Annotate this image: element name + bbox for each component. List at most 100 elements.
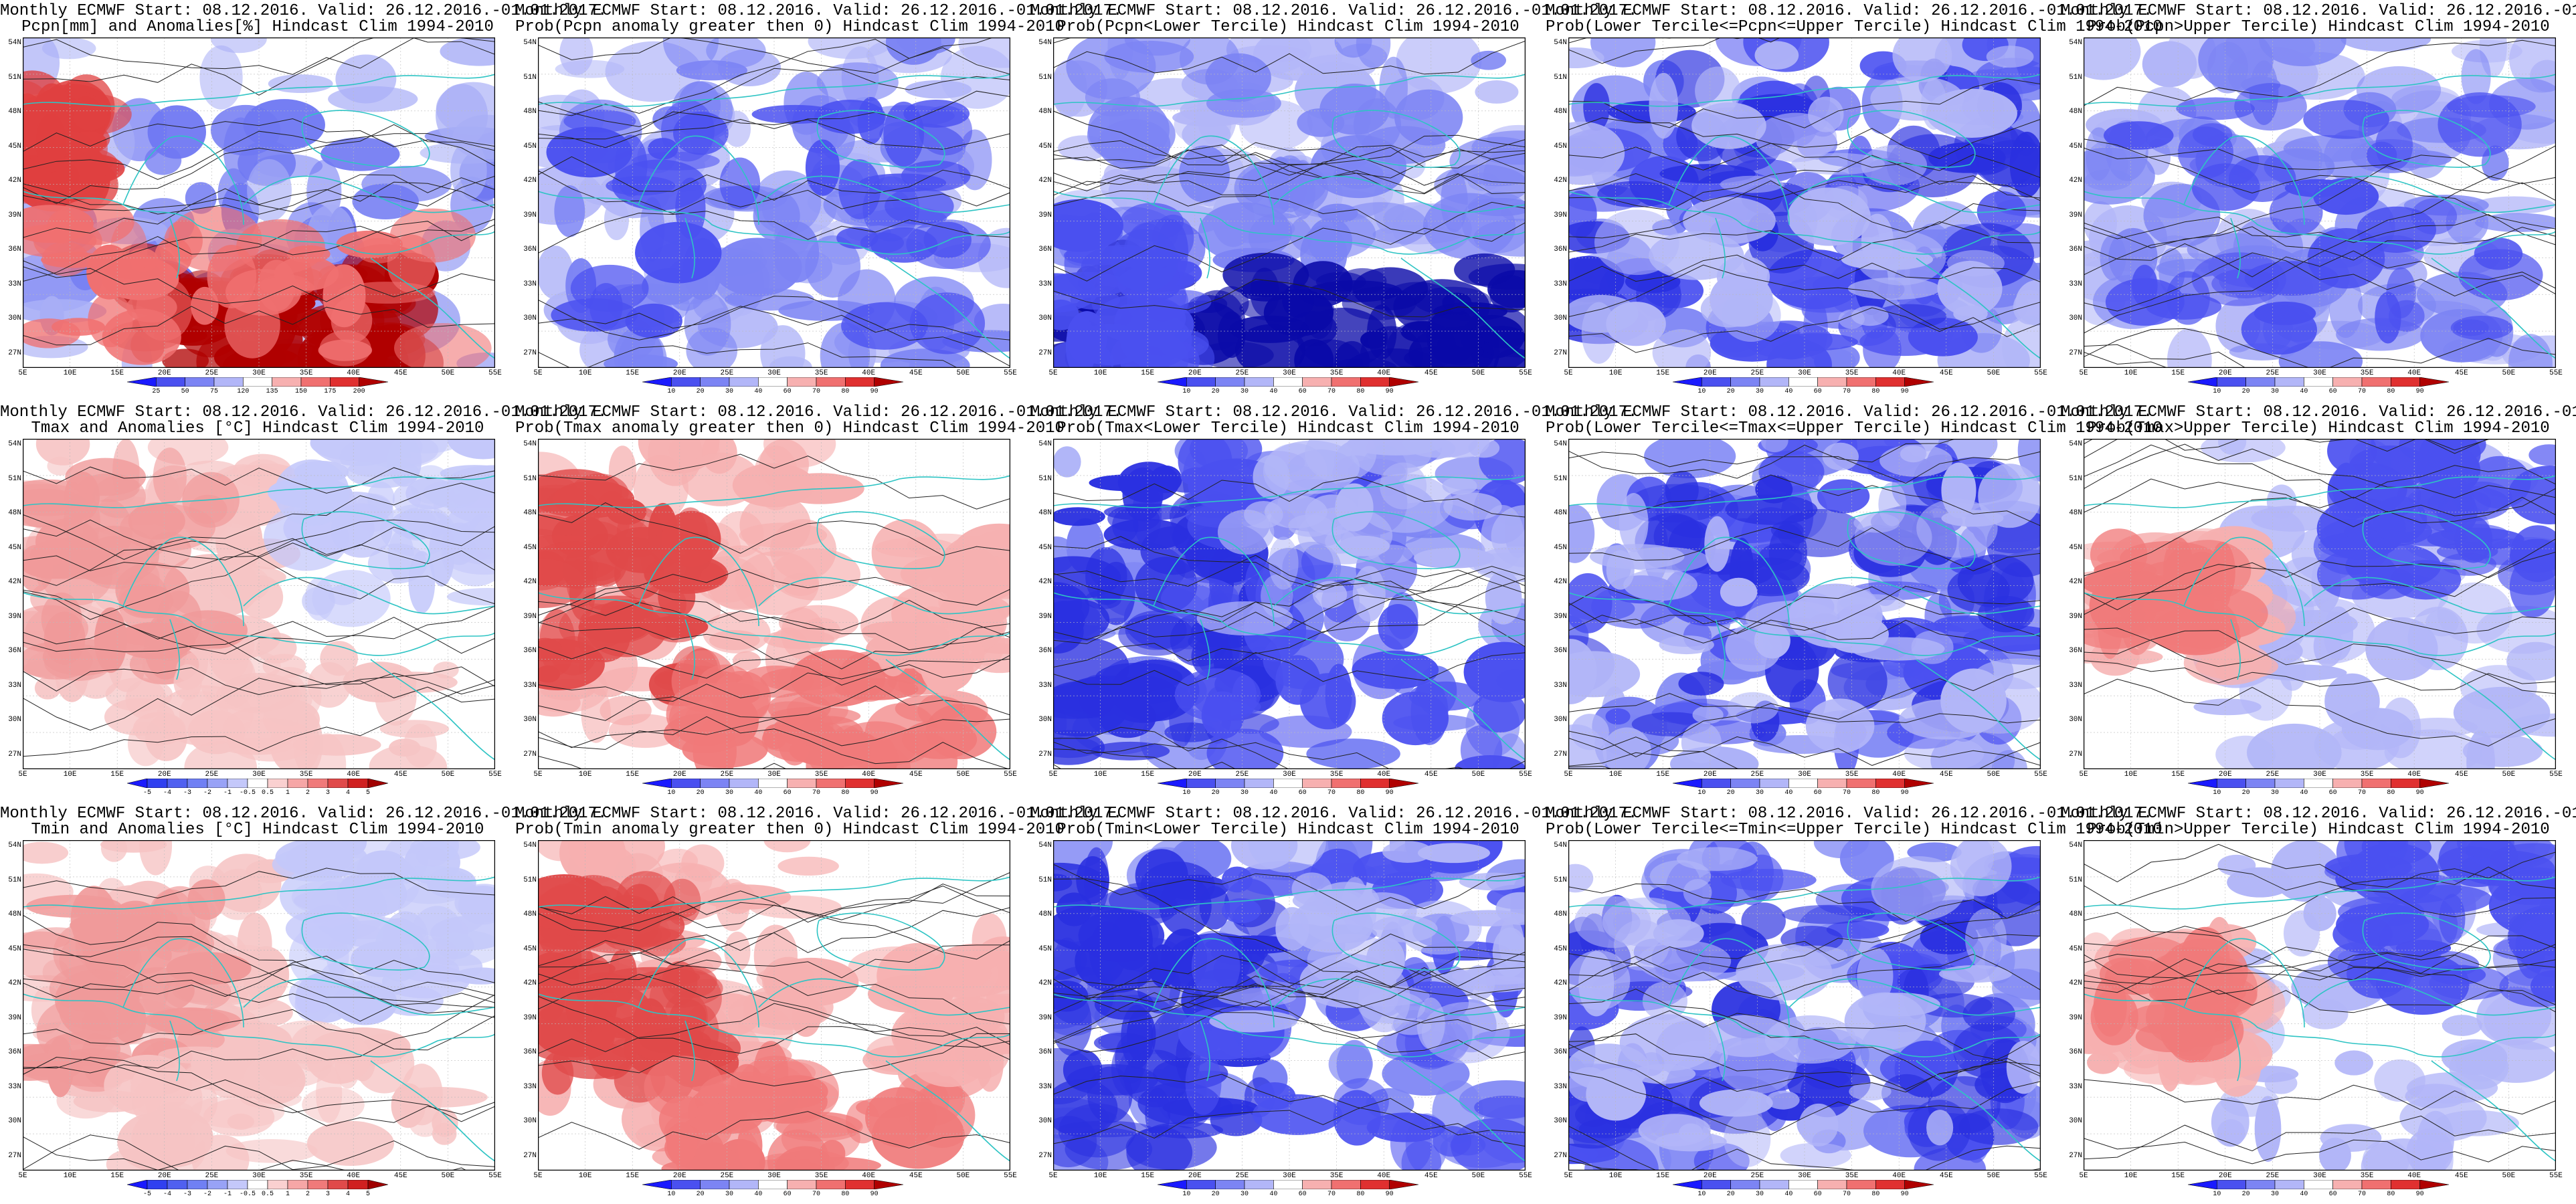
shaded-field — [1053, 37, 1526, 368]
longitude-tick-label: 15E — [1141, 1172, 1155, 1180]
longitude-tick-label: 45E — [393, 1172, 407, 1180]
panel-title-line1: Monthly ECMWF Start: 08.12.2016. Valid: … — [1030, 805, 1638, 823]
latitude-tick-label: 30N — [8, 716, 21, 724]
longitude-tick-label: 25E — [720, 771, 734, 779]
latitude-tick-label: 33N — [1554, 1082, 1567, 1091]
colorbar-swatch — [2419, 377, 2449, 387]
colorbar-tick-label: 80 — [1356, 789, 1365, 797]
colorbar-tick-label: 1 — [285, 789, 290, 797]
latitude-tick-label: 45N — [2069, 944, 2082, 953]
panel-title-line2: Prob(Tmax>Upper Tercile) Hindcast Clim 1… — [2087, 419, 2550, 437]
colorbar-swatch — [1701, 1180, 1731, 1189]
map-frame — [1568, 439, 2041, 769]
latitude-tick-label: 48N — [1038, 910, 1052, 919]
colorbar-tick-label: 30 — [2270, 789, 2279, 797]
longitude-tick-label: 30E — [1798, 771, 1811, 779]
colorbar-tick-label: 30 — [1240, 1191, 1249, 1198]
colorbar-swatch — [367, 779, 388, 788]
forecast-panel: Monthly ECMWF Start: 08.12.2016. Valid: … — [1030, 401, 1637, 803]
longitude-tick-label: 55E — [1519, 1172, 1532, 1180]
colorbar-tick-label: 40 — [754, 1191, 763, 1198]
colorbar-swatch — [207, 1180, 228, 1189]
colorbar-swatch — [642, 779, 672, 788]
latitude-tick-label: 45N — [8, 142, 21, 150]
longitude-tick-label: 45E — [1424, 1172, 1438, 1180]
longitude-tick-label: 15E — [2171, 771, 2185, 779]
latitude-tick-label: 33N — [523, 1082, 537, 1091]
latitude-tick-label: 39N — [8, 612, 21, 621]
longitude-tick-label: 50E — [441, 771, 455, 779]
shaded-field — [23, 37, 495, 368]
longitude-tick-label: 10E — [2124, 369, 2138, 377]
colorbar-tick-label: 70 — [1842, 789, 1851, 797]
longitude-tick-label: 50E — [1471, 369, 1485, 377]
longitude-tick-label: 50E — [1471, 771, 1485, 779]
longitude-tick-label: 45E — [909, 1172, 923, 1180]
colorbar-tick-label: 20 — [1211, 789, 1220, 797]
latitude-tick-label: 33N — [2069, 280, 2082, 288]
latitude-tick-label: 51N — [8, 73, 21, 82]
latitude-tick-label: 39N — [1038, 211, 1052, 219]
map-plot — [2084, 439, 2556, 769]
longitude-tick-label: 25E — [1235, 771, 1249, 779]
longitude-tick-label: 25E — [2266, 771, 2280, 779]
longitude-tick-label: 15E — [1656, 771, 1670, 779]
coastlines — [538, 876, 1010, 1162]
colorbar-swatch — [156, 377, 185, 387]
latitude-tick-label: 54N — [1038, 841, 1052, 849]
colorbar-tick-label: 4 — [345, 789, 350, 797]
latitude-tick-label: 54N — [523, 440, 537, 448]
latitude-tick-label: 27N — [1554, 1152, 1567, 1160]
colorbar-tick-label: 80 — [1871, 789, 1880, 797]
latitude-tick-label: 48N — [1554, 910, 1567, 919]
colorbar-tick-label: 40 — [2300, 1191, 2308, 1198]
longitude-tick-label: 45E — [2454, 369, 2468, 377]
longitude-tick-label: 45E — [1424, 771, 1438, 779]
panel-title-line2: Tmin and Anomalies [°C] Hindcast Clim 19… — [31, 821, 484, 839]
colorbar-swatch — [1331, 779, 1361, 788]
colorbar-tick-label: 10 — [667, 388, 676, 395]
longitude-tick-label: 5E — [2079, 771, 2088, 779]
latitude-tick-label: 27N — [1038, 349, 1052, 357]
colorbar-tick-label: 150 — [294, 388, 307, 395]
colorbar-swatch — [2188, 377, 2217, 387]
colorbar-tick-label: 80 — [841, 789, 850, 797]
latitude-tick-label: 45N — [1554, 142, 1567, 150]
latitude-tick-label: 27N — [2069, 750, 2082, 759]
longitude-tick-label: 35E — [814, 369, 828, 377]
colorbar-swatch — [1186, 1180, 1216, 1189]
colorbar-swatch — [1904, 1180, 1934, 1189]
colorbar-tick-label: 70 — [812, 1191, 820, 1198]
colorbar-swatch — [1701, 779, 1731, 788]
longitude-tick-label: 35E — [814, 1172, 828, 1180]
colorbar-swatch — [307, 779, 329, 788]
colorbar-tick-label: 60 — [783, 1191, 792, 1198]
longitude-tick-label: 5E — [1048, 771, 1058, 779]
colorbar-swatch — [2332, 1180, 2363, 1189]
latitude-tick-label: 51N — [2069, 876, 2082, 884]
colorbar-tick-label: -0.5 — [239, 1191, 256, 1198]
latitude-tick-label: 36N — [523, 647, 537, 656]
latitude-tick-label: 33N — [1038, 280, 1052, 288]
panel-title-line2: Prob(Tmin anomaly greater then 0) Hindca… — [515, 821, 1065, 839]
latitude-tick-label: 48N — [1038, 509, 1052, 518]
forecast-panel: Monthly ECMWF Start: 08.12.2016. Valid: … — [0, 803, 607, 1204]
colorbar-tick-label: 80 — [1356, 1191, 1365, 1198]
colorbar-tick-label: 200 — [353, 388, 365, 395]
longitude-tick-label: 20E — [1188, 771, 1202, 779]
longitude-tick-label: 40E — [1892, 771, 1906, 779]
longitude-tick-label: 5E — [18, 369, 27, 377]
colorbar-swatch — [1730, 779, 1760, 788]
colorbar-tick-label: 4 — [345, 1191, 350, 1198]
contour-lines — [1053, 37, 1526, 318]
colorbar-swatch — [758, 779, 788, 788]
panel-title-line1: Monthly ECMWF Start: 08.12.2016. Valid: … — [515, 403, 1123, 421]
panel-title-line2: Prob(Lower Tercile<=Pcpn<=Upper Tercile)… — [1546, 18, 2163, 36]
forecast-panel: Monthly ECMWF Start: 08.12.2016. Valid: … — [0, 401, 607, 803]
colorbar — [642, 779, 903, 788]
longitude-tick-label: 50E — [956, 369, 970, 377]
longitude-tick-label: 10E — [1093, 369, 1107, 377]
colorbar-tick-label: 20 — [1726, 1191, 1735, 1198]
panel-title-line2: Prob(Tmax<Lower Tercile) Hindcast Clim 1… — [1056, 419, 1520, 437]
longitude-tick-label: 15E — [2171, 1172, 2185, 1180]
